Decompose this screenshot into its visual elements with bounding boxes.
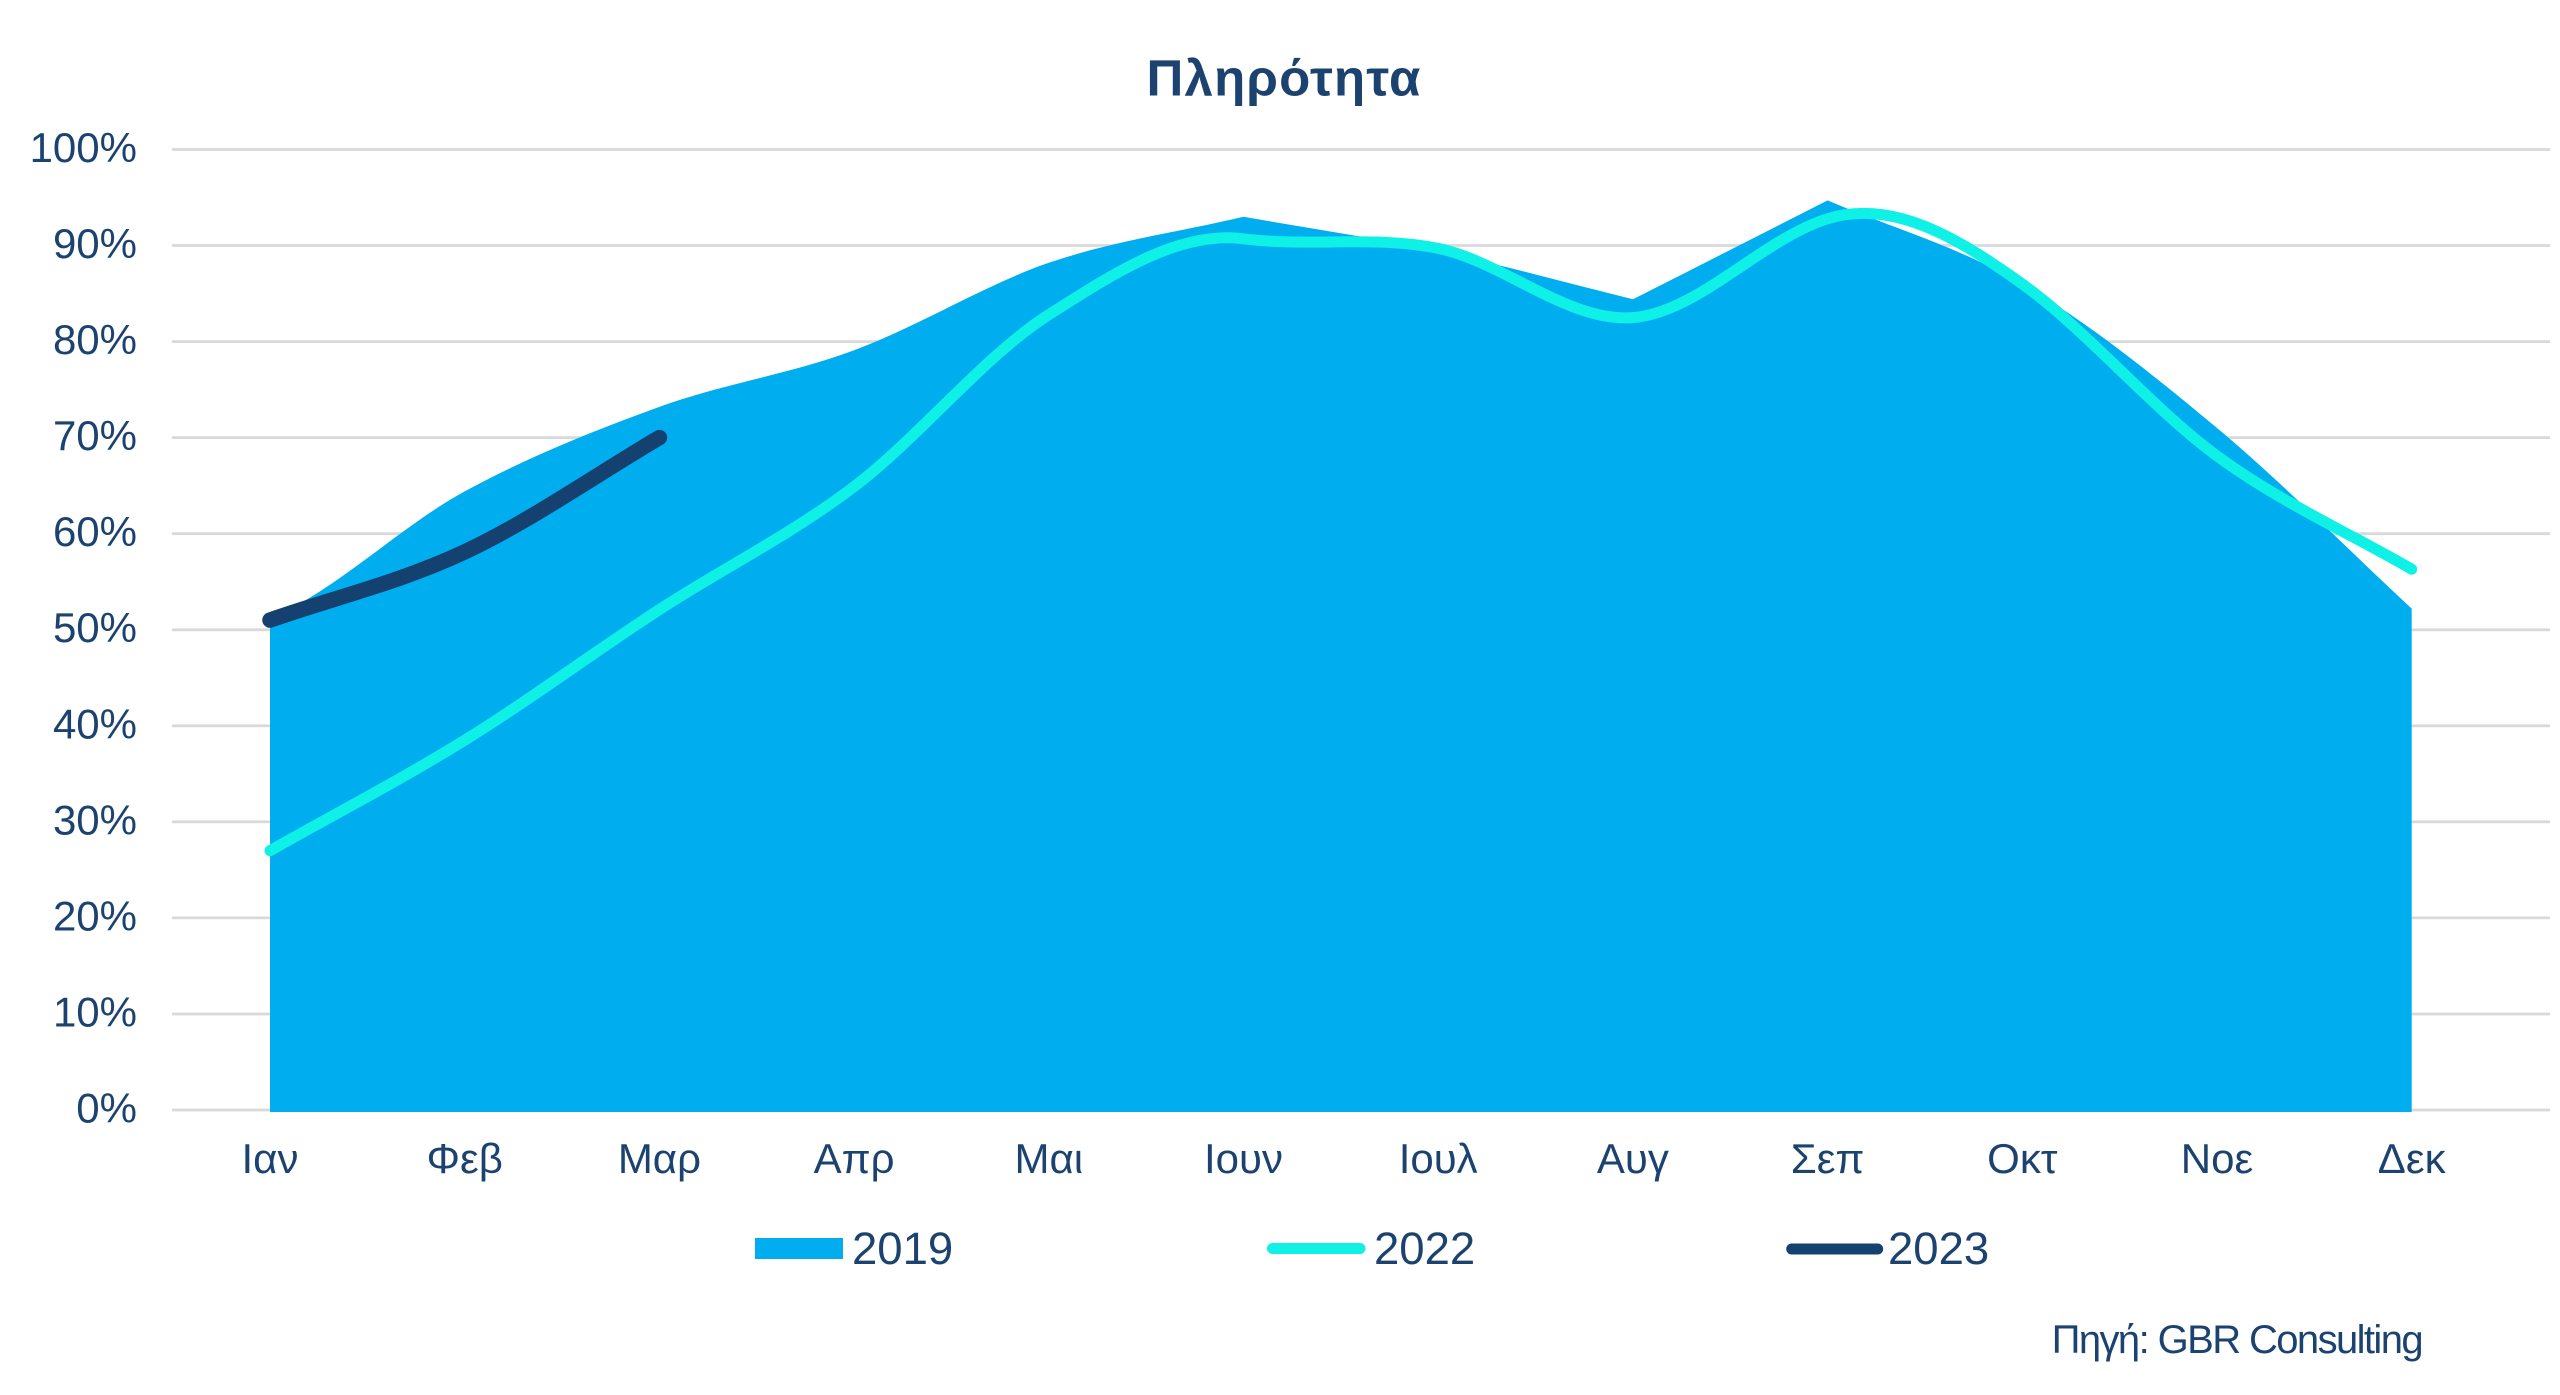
svg-text:Νοε: Νοε — [2181, 1135, 2253, 1182]
svg-text:100%: 100% — [30, 124, 137, 171]
svg-text:Πηγή: GBR Consulting: Πηγή: GBR Consulting — [2052, 1318, 2422, 1362]
svg-text:40%: 40% — [53, 700, 137, 747]
svg-text:2023: 2023 — [1888, 1223, 1989, 1274]
svg-text:2019: 2019 — [852, 1223, 953, 1274]
svg-text:20%: 20% — [53, 892, 137, 939]
svg-text:Απρ: Απρ — [814, 1135, 895, 1182]
svg-text:Ιουλ: Ιουλ — [1399, 1135, 1478, 1182]
svg-text:50%: 50% — [53, 604, 137, 651]
svg-text:2022: 2022 — [1374, 1223, 1475, 1274]
svg-text:Μαι: Μαι — [1014, 1135, 1083, 1182]
svg-text:Δεκ: Δεκ — [2378, 1135, 2447, 1182]
svg-text:80%: 80% — [53, 316, 137, 363]
svg-text:Ιουν: Ιουν — [1204, 1135, 1283, 1182]
svg-text:10%: 10% — [53, 989, 137, 1036]
svg-text:70%: 70% — [53, 412, 137, 459]
svg-text:90%: 90% — [53, 220, 137, 267]
svg-text:Φεβ: Φεβ — [426, 1135, 502, 1182]
svg-text:60%: 60% — [53, 508, 137, 555]
svg-text:30%: 30% — [53, 796, 137, 843]
svg-text:Αυγ: Αυγ — [1597, 1135, 1669, 1182]
svg-text:Οκτ: Οκτ — [1987, 1135, 2058, 1182]
svg-text:0%: 0% — [76, 1085, 137, 1132]
svg-text:Μαρ: Μαρ — [618, 1135, 701, 1182]
svg-text:Ιαν: Ιαν — [242, 1135, 299, 1182]
svg-text:Πληρότητα: Πληρότητα — [1146, 50, 1421, 107]
svg-text:Σεπ: Σεπ — [1791, 1135, 1865, 1182]
